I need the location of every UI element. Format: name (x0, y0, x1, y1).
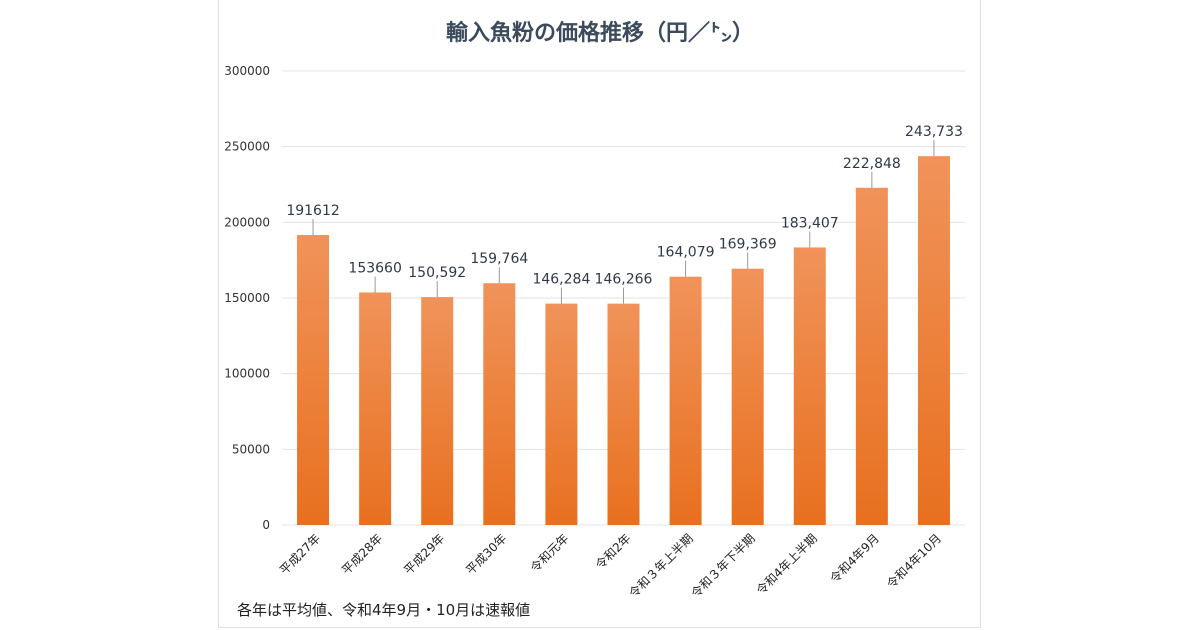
x-category-label: 令和2年 (592, 531, 633, 572)
y-tick-label: 150000 (224, 291, 270, 305)
bar (793, 247, 826, 525)
bar (731, 268, 764, 525)
x-category-label: 令和３年下半期 (688, 531, 758, 601)
data-label: 164,079 (657, 245, 715, 261)
bar (669, 276, 702, 525)
chart-title: 輸入魚粉の価格推移（円／㌧） (446, 20, 754, 46)
data-label: 243,733 (905, 124, 963, 140)
bar (483, 283, 516, 525)
data-label: 222,848 (843, 156, 901, 172)
y-axis-ticks: 0 50000 100000 150000 200000 250000 300000 (224, 64, 270, 532)
x-category-label: 令和３年上半期 (626, 531, 696, 601)
y-tick-label: 100000 (224, 367, 270, 381)
data-label: 169,369 (719, 237, 777, 253)
y-tick-label: 300000 (224, 64, 270, 78)
bar (421, 297, 454, 525)
bar (607, 303, 640, 525)
bar (359, 292, 392, 525)
x-axis-labels: 平成27年 平成28年 平成29年 平成30年 令和元年 令和2年令和３年上半期令和３年下… (277, 531, 944, 601)
footnote: 各年は平均値、令和4年9月・10月は速報値 (237, 601, 531, 619)
bar (855, 187, 888, 525)
data-label: 159,764 (470, 251, 528, 267)
y-tick-label: 0 (262, 518, 270, 532)
data-label: 146,266 (595, 272, 653, 288)
data-label: 191612 (286, 203, 339, 219)
bar (297, 235, 330, 526)
data-label: 183,407 (781, 215, 839, 231)
x-category-label: 平成30年 (463, 531, 509, 577)
x-category-label: 令和4年10月 (883, 531, 944, 592)
y-tick-label: 250000 (224, 140, 270, 154)
x-category-label: 平成28年 (339, 531, 385, 577)
bar (545, 303, 578, 525)
x-category-label: 令和4年上半期 (753, 531, 820, 598)
data-label: 150,592 (408, 265, 466, 281)
x-category-label: 平成29年 (401, 531, 447, 577)
x-category-label: 令和元年 (527, 531, 572, 576)
chart-panel (218, 0, 981, 628)
data-label: 146,284 (532, 272, 590, 288)
x-category-label: 平成27年 (277, 531, 323, 577)
data-label: 153660 (348, 260, 401, 276)
x-category-label: 令和4年9月 (827, 531, 882, 586)
y-tick-label: 200000 (224, 215, 270, 229)
y-tick-label: 50000 (232, 442, 270, 456)
bar (917, 156, 950, 525)
